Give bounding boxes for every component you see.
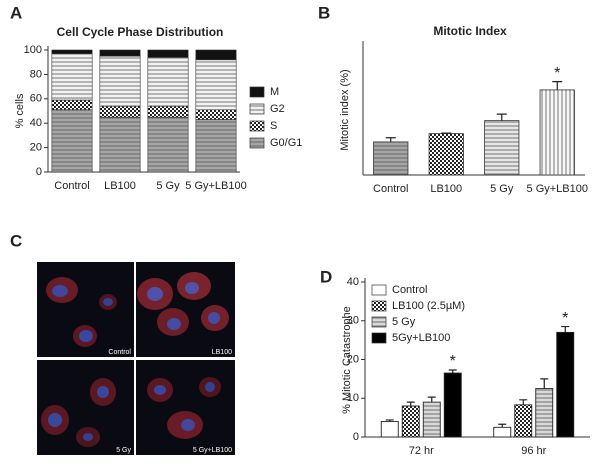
x-tick-label: LB100: [104, 180, 136, 192]
y-axis-label: % Mitotic Catastrophe: [341, 306, 353, 414]
bar-segment: [99, 49, 141, 57]
x-tick-label: Control: [373, 183, 408, 195]
bar-segment: [51, 53, 93, 101]
panel-letter: D: [320, 267, 332, 286]
y-tick-label: 0: [353, 431, 359, 443]
error-bar: [561, 325, 570, 333]
y-tick-label: 10: [347, 392, 359, 404]
panel-c: C Control LB100 5 Gy 5 Gy+LB100: [10, 231, 235, 455]
bar: [428, 133, 464, 176]
image-label: 5 Gy: [116, 447, 131, 454]
x-tick-label: Control: [54, 180, 89, 192]
bar-segment: [147, 49, 189, 58]
chart-title: Cell Cycle Phase Distribution: [57, 25, 224, 39]
legend-label: 5 Gy: [392, 316, 416, 328]
x-tick-label: 72 hr: [409, 445, 434, 457]
y-axis-label: % cells: [14, 93, 26, 128]
bar-segment: [99, 116, 141, 173]
legend-label: S: [270, 120, 277, 132]
bar-segment: [147, 116, 189, 173]
bar-segment: [195, 109, 237, 120]
legend-swatch: [249, 120, 265, 132]
legend-label: G2: [270, 103, 285, 115]
image-label: 5 Gy+LB100: [193, 447, 232, 454]
error-bar: [540, 378, 549, 389]
y-tick-label: 20: [30, 142, 42, 154]
significance-mark: *: [450, 353, 456, 370]
image-label: Control: [108, 349, 131, 356]
bar-segment: [147, 105, 189, 118]
x-tick-label: 5 Gy: [156, 180, 180, 192]
bar-segment: [147, 57, 189, 107]
y-tick-label: 20: [347, 353, 359, 365]
panel-letter: A: [10, 3, 22, 22]
x-tick-label: 5 Gy+LB100: [185, 180, 246, 192]
x-tick-label: LB100: [430, 183, 462, 195]
bar: [539, 89, 575, 176]
x-tick-label: 5 Gy: [490, 183, 514, 195]
y-tick-label: 60: [30, 93, 42, 105]
bar: [380, 421, 399, 438]
y-axis-label: Mitotic index (%): [339, 69, 351, 150]
bar: [401, 405, 420, 438]
error-bar: [496, 113, 507, 121]
legend-label: M: [270, 86, 279, 98]
error-bar: [385, 137, 396, 142]
bar: [484, 120, 520, 176]
legend-swatch: [249, 103, 265, 115]
legend-label: 5Gy+LB100: [392, 332, 450, 344]
bar: [514, 404, 533, 438]
bar: [556, 331, 575, 438]
panel-letter: C: [10, 231, 22, 250]
y-tick-label: 30: [347, 315, 359, 327]
legend-swatch: [371, 332, 387, 344]
significance-mark: *: [554, 65, 560, 82]
bar-segment: [195, 119, 237, 173]
bar-segment: [51, 99, 93, 111]
cells: [41, 272, 229, 447]
bar: [535, 388, 554, 438]
legend-swatch: [371, 316, 387, 328]
error-bar: [406, 401, 415, 406]
bar-segment: [51, 49, 93, 54]
legend-label: LB100 (2.5µM): [392, 300, 465, 312]
y-tick-label: 40: [347, 276, 359, 288]
error-bar: [498, 423, 507, 428]
error-bar: [448, 369, 457, 374]
micrograph: [136, 360, 235, 455]
x-tick-label: 5 Gy+LB100: [527, 183, 588, 195]
bar: [493, 426, 512, 438]
bar-segment: [99, 55, 141, 107]
bar-segment: [195, 49, 237, 61]
legend-swatch: [371, 300, 387, 312]
legend-swatch: [249, 137, 265, 149]
legend-swatch: [249, 86, 265, 98]
panel-letter: B: [318, 3, 330, 22]
y-tick-label: 40: [30, 117, 42, 129]
x-tick-label: 96 hr: [521, 445, 546, 457]
y-tick-label: 80: [30, 68, 42, 80]
legend-label: G0/G1: [270, 137, 302, 149]
legend-label: Control: [392, 284, 427, 296]
bar: [443, 372, 462, 438]
bar: [422, 401, 441, 438]
image-label: LB100: [212, 349, 232, 356]
bar-segment: [195, 59, 237, 111]
error-bar: [385, 419, 394, 422]
significance-mark: *: [562, 310, 568, 327]
bar-segment: [99, 105, 141, 118]
error-bar: [427, 396, 436, 403]
error-bar: [519, 399, 528, 405]
legend-swatch: [371, 284, 387, 296]
chart-title: Mitotic Index: [433, 24, 507, 38]
y-tick-label: 100: [24, 44, 42, 56]
bar: [373, 141, 409, 176]
y-tick-label: 0: [36, 166, 42, 178]
error-bar: [552, 81, 563, 90]
bar-segment: [51, 109, 93, 173]
